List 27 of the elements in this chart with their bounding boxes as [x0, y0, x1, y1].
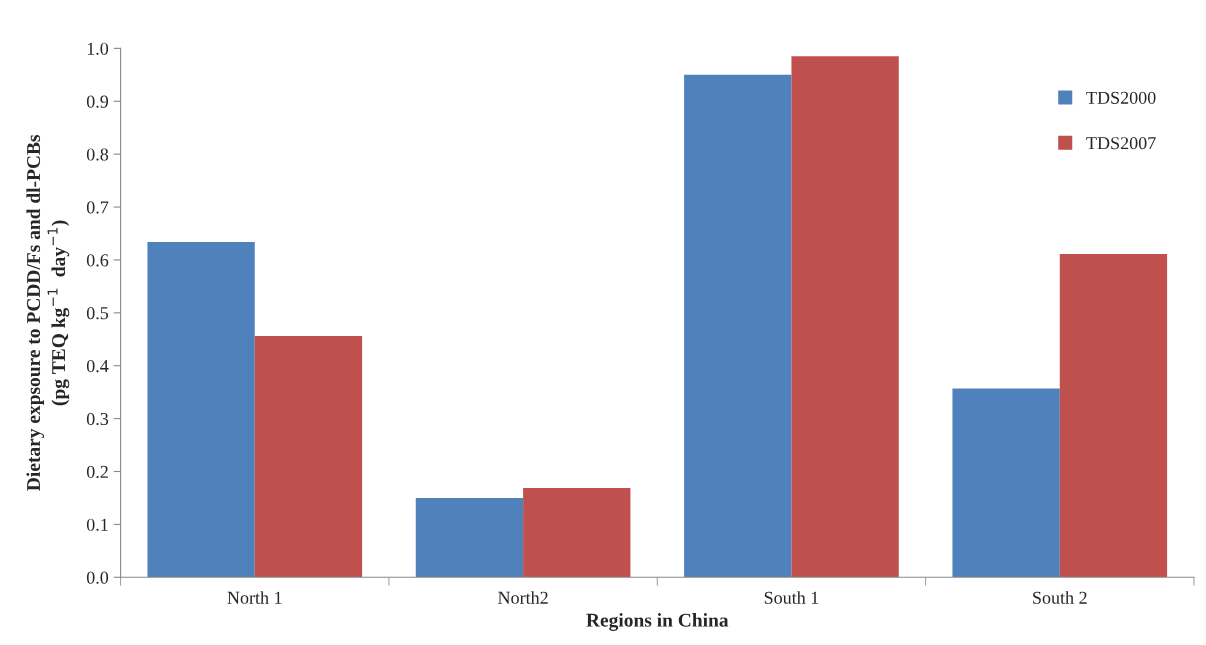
y-tick-label: 0.2 [86, 465, 108, 479]
y-tick-label: 0.9 [86, 95, 109, 108]
x-axis-title: Regions in China [586, 613, 729, 631]
y-tick-label: 0.5 [86, 307, 109, 320]
y-tick-label: 0.3 [86, 412, 109, 426]
bar [684, 74, 792, 578]
x-tick-label: North 1 [227, 591, 282, 604]
x-tick-label: South 1 [764, 591, 819, 604]
y-tick-label: 0.0 [86, 571, 109, 584]
bar [254, 336, 363, 578]
legend-label: TDS2000 [1086, 91, 1156, 104]
bar [1059, 254, 1168, 578]
y-axis-title: Dietary expsoure to PCDD/Fs and dl-PCBs (pg TEQ kg$^{−1}$ day$^{−1}$) [26, 134, 70, 491]
y-tick-label: 0.1 [86, 518, 108, 531]
y-tick-label: 0.8 [86, 148, 109, 161]
y-tick-label: 0.7 [86, 201, 109, 214]
bar [791, 56, 899, 578]
bar [147, 241, 255, 578]
legend-label: TDS2007 [1086, 137, 1156, 150]
y-tick-label: 1.0 [87, 42, 109, 55]
y-tick-label: 0.6 [86, 254, 109, 267]
bar [952, 388, 1060, 578]
bar [523, 487, 631, 578]
x-tick-label: South 2 [1033, 591, 1087, 604]
x-tick-label: North2 [498, 591, 548, 604]
bar [415, 497, 524, 578]
y-tick-label: 0.4 [86, 359, 109, 373]
